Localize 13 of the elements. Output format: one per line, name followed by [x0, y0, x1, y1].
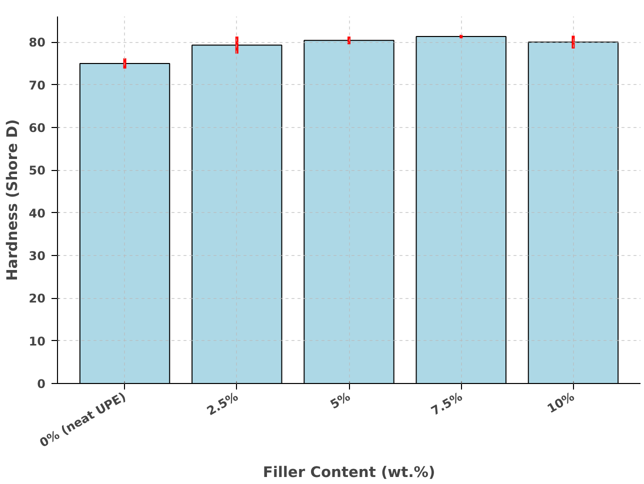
y-tick-label: 30 — [28, 248, 46, 263]
y-tick-label: 60 — [28, 120, 46, 135]
y-tick-label: 0 — [37, 377, 46, 391]
y-tick-label: 80 — [28, 36, 46, 50]
y-tick-label: 10 — [28, 334, 46, 348]
x-tick-label: 5% — [328, 389, 352, 412]
x-tick-label: 10% — [544, 389, 577, 416]
x-axis-title: Filler Content (wt.%) — [262, 464, 436, 482]
y-tick-label: 70 — [28, 78, 46, 92]
y-tick-label: 40 — [28, 206, 46, 220]
y-axis-title: Hardness (Shore D) — [4, 119, 21, 281]
y-tick-label: 50 — [28, 164, 46, 178]
y-tick-label: 20 — [28, 292, 46, 306]
